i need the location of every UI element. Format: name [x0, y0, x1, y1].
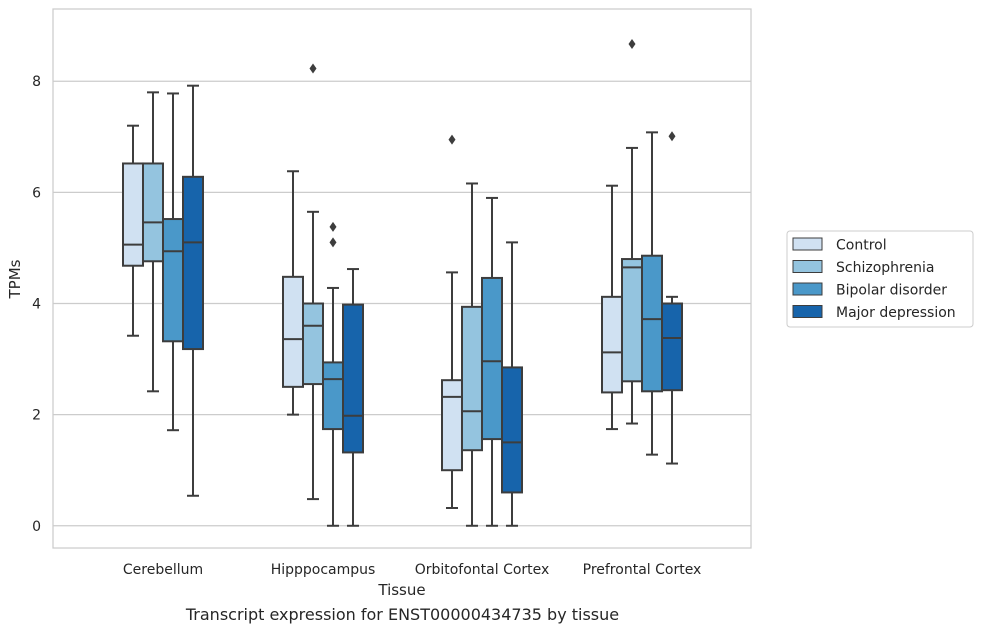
x-tick-labels: Cerebellum Hipppocampus Orbitofontal Corte… [123, 562, 701, 578]
iqr-box [601, 295, 623, 394]
legend-swatch [792, 237, 823, 251]
legend-label: Control [836, 238, 887, 254]
iqr-box [481, 276, 503, 441]
iqr-box [162, 218, 184, 343]
iqr-box [122, 162, 144, 267]
box-major-depression [501, 241, 523, 527]
box-control [282, 170, 304, 416]
y-axis-label: TPMs [6, 259, 24, 299]
y-tick-label: 8 [32, 74, 41, 90]
legend-frame [786, 230, 974, 328]
x-axis-label: Tissue [377, 581, 425, 599]
x-tick-label: Prefrontal Cortex [583, 562, 702, 578]
outlier-marker [628, 39, 636, 50]
box-series [122, 39, 683, 527]
iqr-box [621, 258, 643, 383]
box-bipolar-disorder [322, 221, 344, 527]
box-schizophrenia [621, 39, 643, 425]
iqr-box [641, 254, 663, 393]
legend: Control Schizophrenia Bipolar disorder Majo… [786, 230, 974, 328]
box-bipolar-disorder [641, 131, 663, 456]
outlier-marker [329, 221, 337, 232]
legend-swatch [792, 305, 823, 318]
box-bipolar-disorder [481, 196, 503, 527]
y-tick-label: 0 [32, 519, 41, 535]
box-control [122, 124, 144, 337]
iqr-box [461, 305, 483, 452]
plot-frame [52, 8, 752, 549]
box-major-depression [661, 131, 683, 465]
y-tick-label: 6 [32, 185, 41, 201]
box-schizophrenia [142, 91, 164, 393]
x-tick-label: Cerebellum [123, 562, 203, 578]
legend-label: Bipolar disorder [836, 283, 947, 299]
y-tick-label: 4 [32, 297, 41, 313]
legend-swatch [792, 260, 823, 273]
box-schizophrenia [302, 63, 324, 501]
iqr-box [342, 303, 364, 454]
outlier-marker [309, 63, 317, 74]
iqr-box [282, 275, 304, 388]
legend-label: Major depression [836, 305, 956, 321]
iqr-box [441, 379, 463, 472]
x-tick-label: Orbitofontal Cortex [415, 562, 550, 578]
box-schizophrenia [461, 182, 483, 527]
box-bipolar-disorder [162, 92, 184, 432]
legend-swatch [792, 282, 823, 296]
box-major-depression [182, 84, 204, 497]
outlier-marker [448, 134, 456, 145]
box-control [441, 134, 463, 509]
iqr-box [182, 175, 204, 351]
iqr-box [322, 361, 344, 431]
x-tick-label: Hipppocampus [271, 562, 376, 578]
box-major-depression [342, 268, 364, 527]
iqr-box [302, 302, 324, 386]
box-control [601, 184, 623, 431]
chart-caption: Transcript expression for ENST0000043473… [185, 605, 620, 624]
iqr-box [661, 302, 683, 392]
iqr-box [501, 366, 523, 494]
y-tick-label: 2 [32, 408, 41, 424]
outlier-marker [668, 131, 676, 142]
y-tick-labels: 0 2 4 6 8 [32, 74, 41, 535]
iqr-box [142, 162, 164, 263]
legend-label: Schizophrenia [836, 260, 934, 276]
outlier-marker [329, 237, 337, 248]
